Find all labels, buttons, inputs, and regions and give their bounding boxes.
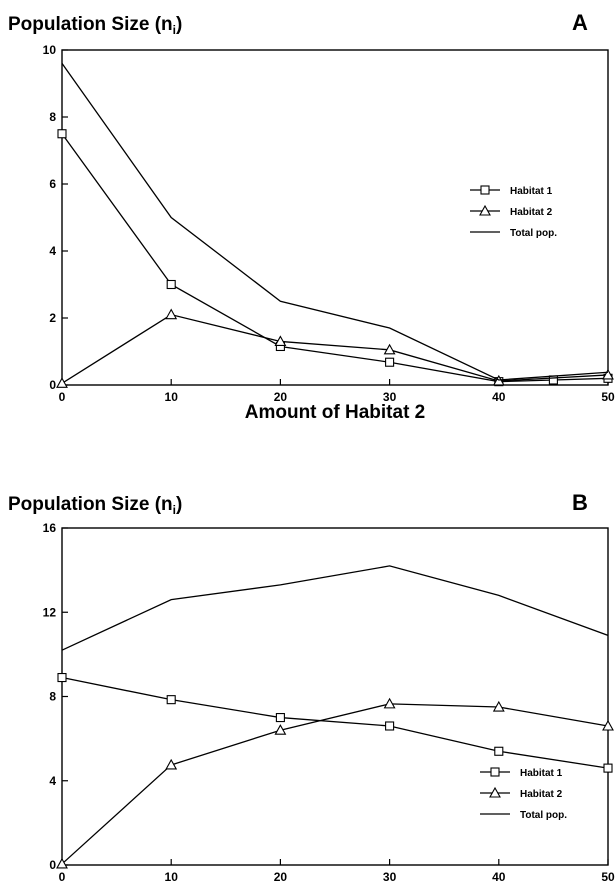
legend-marker-habitat-1 <box>480 185 490 195</box>
data-point-habitat-1 <box>494 746 504 756</box>
y-axis-label-main: Population Size (n <box>8 494 173 515</box>
y-axis-label-subscript: i <box>173 503 176 517</box>
x-tick-label: 50 <box>601 390 615 404</box>
data-point-habitat-1 <box>57 129 67 139</box>
data-point-habitat-2 <box>165 308 178 320</box>
series-line-habitat-1 <box>61 676 609 769</box>
y-tick-label: 6 <box>49 177 56 191</box>
legend-label-habitat-1: Habitat 1 <box>510 186 553 197</box>
legend-marker-habitat-2 <box>479 204 491 216</box>
y-axis-label: Population Size (ni) <box>8 14 182 37</box>
data-point-habitat-2 <box>274 335 287 347</box>
data-point-habitat-2 <box>492 700 505 712</box>
legend: Habitat 1 Habitat 2 Total pop. <box>480 767 567 821</box>
x-tick-label: 10 <box>165 870 179 884</box>
data-point-habitat-2 <box>383 343 396 355</box>
y-tick-label: 8 <box>49 110 56 124</box>
y-tick-label: 4 <box>49 774 56 788</box>
y-axis-label-main: Population Size (n <box>8 14 173 35</box>
legend-marker-habitat-1 <box>490 767 500 777</box>
data-point-habitat-2 <box>56 377 68 388</box>
legend-label-habitat-2: Habitat 2 <box>520 789 563 800</box>
chart-panel-b: Population Size (ni) B 0 4 8 12 16 0 10 20 30 40 50 H… <box>8 490 615 884</box>
series-line-habitat-2 <box>61 313 609 384</box>
panel-label: B <box>572 490 588 515</box>
y-tick-label: 10 <box>43 43 57 57</box>
y-tick-label: 4 <box>49 244 56 258</box>
series-total-pop <box>61 63 609 381</box>
series-line-total-pop <box>61 565 609 651</box>
y-tick-label: 0 <box>49 378 56 392</box>
y-tick-label: 12 <box>43 605 57 619</box>
x-axis-label: Amount of Habitat 2 <box>245 402 426 423</box>
y-axis-label-close: ) <box>176 14 182 35</box>
data-point-habitat-2 <box>602 719 614 731</box>
legend: Habitat 1 Habitat 2 Total pop. <box>470 185 557 239</box>
y-axis-label: Population Size (ni) <box>8 494 182 517</box>
series-line-habitat-1 <box>61 133 609 383</box>
series-total-pop <box>61 565 609 651</box>
data-point-habitat-2 <box>165 758 178 770</box>
legend-label-habitat-1: Habitat 1 <box>520 768 563 779</box>
data-point-habitat-1 <box>385 357 395 367</box>
y-tick-label: 0 <box>49 858 56 872</box>
x-tick-label: 40 <box>492 870 506 884</box>
legend-label-habitat-2: Habitat 2 <box>510 207 553 218</box>
plot-frame <box>61 49 609 386</box>
series-line-total-pop <box>61 63 609 381</box>
data-point-habitat-1 <box>603 763 613 773</box>
series-habitat-1 <box>57 672 613 773</box>
legend-label-total-pop: Total pop. <box>520 810 567 821</box>
series-habitat-1 <box>57 129 613 387</box>
x-tick-label: 0 <box>59 390 66 404</box>
legend-marker-habitat-2 <box>489 786 501 798</box>
data-point-habitat-1 <box>166 279 176 290</box>
y-axis-label-close: ) <box>176 494 182 515</box>
series-line-habitat-2 <box>61 703 609 865</box>
x-tick-label: 30 <box>383 390 397 404</box>
x-tick-label: 20 <box>274 870 288 884</box>
y-axis-label-subscript: i <box>173 23 176 37</box>
y-tick-label: 16 <box>43 521 57 535</box>
data-point-habitat-2 <box>56 857 68 869</box>
x-tick-label: 20 <box>274 390 288 404</box>
y-tick-label: 8 <box>49 690 56 704</box>
series-habitat-2 <box>56 308 614 388</box>
data-point-habitat-2 <box>383 697 396 709</box>
y-tick-label: 2 <box>49 311 56 325</box>
chart-panel-a: Population Size (ni) A Amount of Habitat 2… <box>8 10 615 423</box>
x-tick-label: 30 <box>383 870 397 884</box>
data-point-habitat-1 <box>385 721 395 731</box>
x-tick-label: 0 <box>59 870 66 884</box>
data-point-habitat-2 <box>274 724 287 735</box>
data-point-habitat-1 <box>275 713 285 723</box>
data-point-habitat-1 <box>57 672 67 683</box>
x-tick-label: 40 <box>492 390 506 404</box>
legend-label-total-pop: Total pop. <box>510 228 557 239</box>
data-point-habitat-1 <box>166 695 176 705</box>
series-habitat-2 <box>56 697 614 869</box>
x-tick-label: 10 <box>165 390 179 404</box>
x-tick-label: 50 <box>601 870 615 884</box>
data-point-habitat-2 <box>602 368 614 380</box>
panel-label: A <box>572 10 588 35</box>
